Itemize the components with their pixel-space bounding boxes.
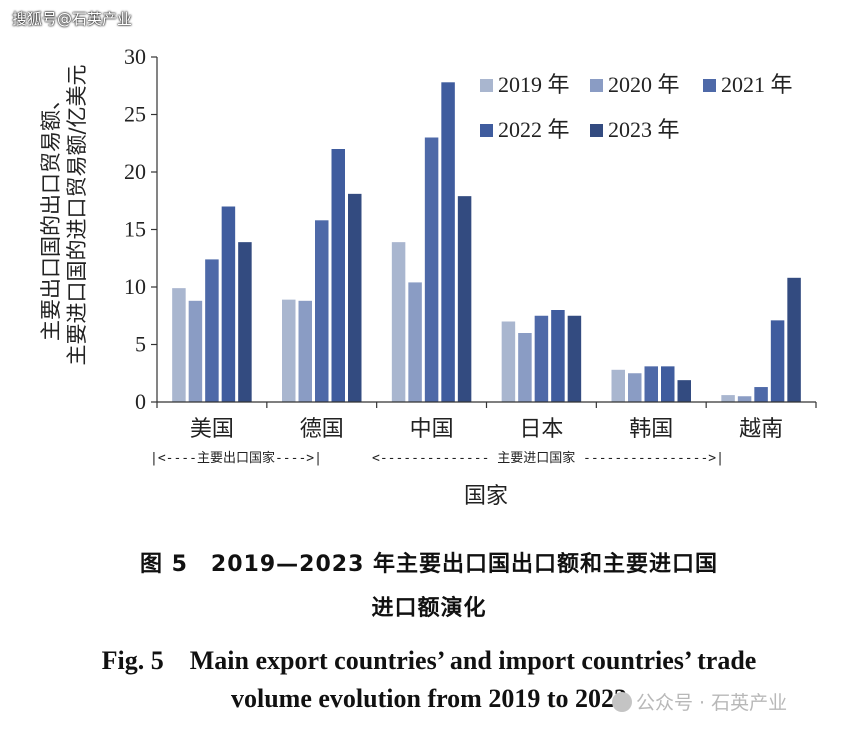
legend-entry: 2022 年 — [498, 117, 570, 142]
import-group-label: <-------------- 主要进口国家 ---------------->… — [372, 450, 724, 466]
bar-越南-2019年 — [721, 395, 735, 402]
bar-韩国-2022年 — [661, 366, 675, 402]
watermark-top: 搜狐号@石英产业 — [12, 10, 133, 28]
bar-中国-2020年 — [408, 282, 422, 402]
bar-韩国-2019年 — [611, 369, 625, 402]
wechat-icon — [612, 692, 632, 712]
x-category-label: 美国 — [190, 417, 234, 442]
legend-swatch — [590, 124, 603, 137]
y-tick-label: 25 — [124, 102, 146, 127]
x-category-label: 中国 — [410, 417, 454, 442]
bar-德国-2022年 — [331, 149, 345, 402]
legend-swatch — [703, 79, 716, 92]
bar-美国-2020年 — [188, 300, 203, 402]
caption-en-line2: volume evolution from 2019 to 2023 — [231, 684, 627, 713]
y-tick-label: 10 — [124, 274, 146, 299]
x-category-label: 越南 — [739, 417, 783, 442]
bar-美国-2019年 — [172, 288, 186, 402]
bar-德国-2023年 — [348, 193, 362, 402]
bar-越南-2022年 — [770, 320, 785, 402]
bar-日本-2023年 — [567, 315, 582, 402]
bar-中国-2022年 — [441, 82, 455, 403]
caption-cn-line2: 进口额演化 — [371, 596, 487, 621]
bar-越南-2020年 — [737, 396, 752, 402]
watermark-bottom-text: 公众号 · 石英产业 — [636, 692, 788, 714]
bar-美国-2021年 — [205, 259, 219, 402]
watermark-bottom: 公众号 · 石英产业 — [612, 688, 787, 715]
export-group-label: |<----主要出口国家---->| — [150, 450, 322, 466]
bar-德国-2021年 — [315, 220, 329, 402]
y-axis-label: 主要出口国的出口贸易额、 主要进口国的进口贸易额/亿美元 — [39, 64, 89, 365]
bar-美国-2023年 — [238, 242, 252, 402]
x-category-label: 韩国 — [629, 417, 673, 442]
bar-越南-2021年 — [754, 387, 768, 402]
bar-中国-2019年 — [391, 242, 406, 402]
y-tick-label: 0 — [135, 389, 146, 414]
legend-entry: 2021 年 — [721, 72, 793, 97]
bar-中国-2021年 — [424, 137, 439, 402]
legend-entry: 2019 年 — [498, 72, 570, 97]
y-tick-label: 5 — [135, 332, 146, 357]
bar-韩国-2020年 — [628, 373, 642, 402]
x-axis-label: 国家 — [464, 484, 508, 509]
caption-cn-line1: 图 5 2019—2023 年主要出口国出口额和主要进口国 — [139, 552, 719, 577]
y-tick-label: 20 — [124, 159, 146, 184]
bar-韩国-2023年 — [677, 380, 691, 402]
bar-日本-2021年 — [534, 315, 549, 402]
bar-德国-2020年 — [298, 300, 312, 402]
legend-swatch — [480, 79, 493, 92]
bar-日本-2019年 — [501, 321, 516, 402]
caption-en-line1: Fig. 5 Main export countries’ and import… — [101, 646, 757, 675]
legend-entry: 2023 年 — [608, 117, 680, 142]
bar-越南-2023年 — [787, 277, 801, 402]
legend-entry: 2020 年 — [608, 72, 680, 97]
y-tick-label: 15 — [124, 217, 146, 242]
legend-swatch — [480, 124, 493, 137]
bar-美国-2022年 — [221, 206, 236, 402]
x-category-label: 日本 — [519, 417, 563, 442]
y-axis-label-line1: 主要出口国的出口贸易额、 — [39, 89, 63, 341]
bar-德国-2019年 — [282, 299, 296, 402]
bar-日本-2020年 — [518, 333, 532, 402]
y-axis-label-line2: 主要进口国的进口贸易额/亿美元 — [65, 64, 89, 365]
x-category-label: 德国 — [300, 417, 344, 442]
legend-swatch — [590, 79, 603, 92]
y-tick-label: 30 — [124, 44, 146, 69]
bar-chart: 主要出口国的出口贸易额、 主要进口国的进口贸易额/亿美元 0 5 10 15 20 25 3… — [39, 44, 817, 509]
bar-韩国-2021年 — [644, 366, 658, 402]
bar-日本-2022年 — [551, 310, 565, 402]
bar-中国-2023年 — [457, 196, 472, 402]
